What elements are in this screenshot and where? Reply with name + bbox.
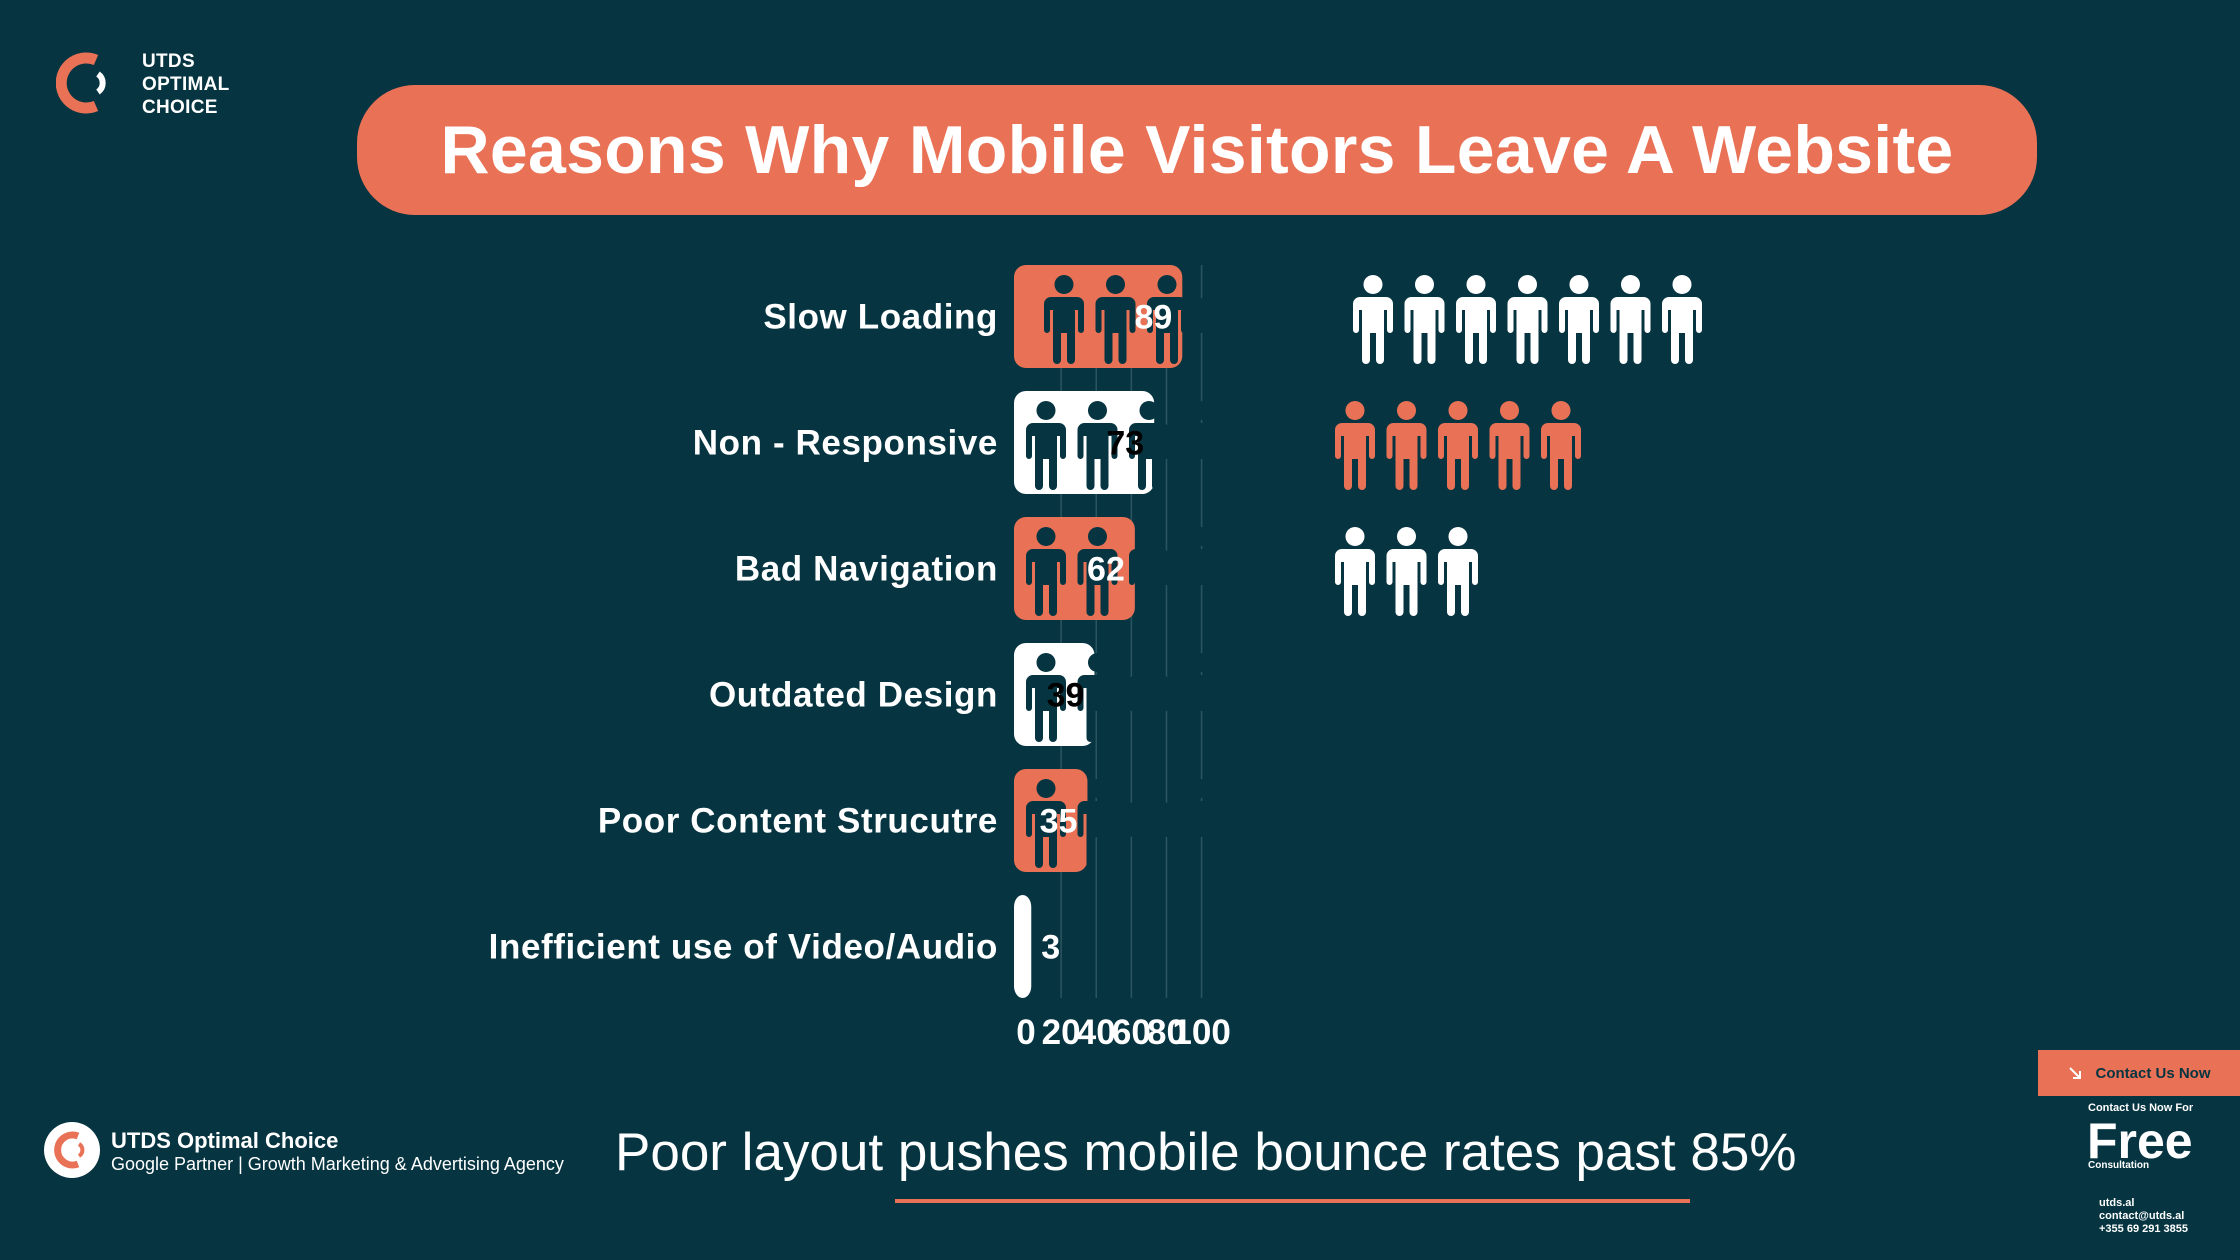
category-label: Bad Navigation [735,550,998,589]
person-icon [1077,527,1118,616]
footer-brand-name: UTDS Optimal Choice [111,1128,339,1153]
category-label: Slow Loading [763,298,998,337]
brand-logo-icon [56,52,106,114]
brand-top-text: UTDS OPTIMAL CHOICE [142,50,230,119]
category-label: Non - Responsive [693,424,998,463]
person-icon [1026,779,1066,868]
person-icon [1489,401,1530,490]
person-icon [1386,401,1427,490]
person-icon [1026,401,1066,490]
x-tick-label: 40 [1077,1013,1116,1052]
person-icon [1559,275,1599,364]
person-icon [1438,401,1478,490]
footer-brand-description: Google Partner | Growth Marketing & Adve… [111,1154,564,1174]
person-icon [1353,275,1393,364]
data-label: 3 [1041,929,1060,967]
data-label: 89 [1134,299,1172,337]
contact-email[interactable]: contact@utds.al [2099,1210,2185,1222]
contact-small-label: Contact Us Now For [2088,1102,2194,1114]
person-icon [1232,653,1272,742]
person-icon [1026,653,1066,742]
person-icon [1077,653,1118,742]
person-icon [1180,653,1221,742]
person-icon [1077,401,1118,490]
person-icon [1077,779,1118,868]
x-tick-label: 0 [1016,1013,1035,1052]
x-tick-label: 60 [1112,1013,1151,1052]
person-icon [1662,275,1702,364]
tagline: Poor layout pushes mobile bounce rates p… [615,1123,1797,1182]
brand-top-line: UTDS [142,51,195,72]
brand-top-line: OPTIMAL [142,74,230,95]
bar [1014,895,1032,998]
person-icon [1250,275,1290,364]
category-label: Inefficient use of Video/Audio [489,928,998,967]
person-icon [1232,401,1272,490]
person-icon [1301,275,1342,364]
chart-title-banner: Reasons Why Mobile Visitors Leave A Webs… [357,85,2037,215]
contact-us-button[interactable]: Contact Us Now [2038,1050,2240,1096]
person-icon [1095,275,1136,364]
tagline-underline [895,1199,1690,1203]
contact-website[interactable]: utds.al [2099,1197,2135,1209]
person-icon [1180,527,1221,616]
person-icon [1386,527,1427,616]
consultation-label: Consultation [2088,1160,2150,1171]
person-icon [1129,527,1169,616]
person-icon [1283,401,1324,490]
person-icon [1129,401,1169,490]
data-label: 35 [1040,803,1078,841]
person-icon [1147,275,1187,364]
person-icon [1232,527,1272,616]
data-label: 39 [1047,677,1085,715]
x-tick-label: 100 [1172,1013,1230,1052]
contact-phone[interactable]: +355 69 291 3855 [2099,1223,2189,1235]
x-tick-label: 80 [1147,1013,1186,1052]
person-icon [1335,527,1375,616]
category-label: Outdated Design [709,676,998,715]
footer-logo-icon [44,1122,100,1178]
person-icon [1026,527,1066,616]
person-icon [1456,275,1496,364]
person-icon [1198,275,1239,364]
person-icon [1129,653,1169,742]
data-label: 62 [1087,551,1125,589]
category-label: Poor Content Strucutre [598,802,998,841]
free-label: Free [2087,1113,2193,1169]
contact-us-button-label: Contact Us Now [2095,1064,2211,1082]
person-icon [1610,275,1651,364]
data-label: 73 [1106,425,1144,463]
person-icon [1438,527,1478,616]
person-icon [1129,779,1169,868]
person-icon [1541,401,1581,490]
person-icon [1404,275,1445,364]
person-icon [1507,275,1548,364]
chart-title: Reasons Why Mobile Visitors Leave A Webs… [440,112,1954,188]
person-icon [1283,527,1324,616]
person-icon [1044,275,1084,364]
person-icon [1180,401,1221,490]
x-tick-label: 20 [1042,1013,1081,1052]
arrow-down-right-icon [2069,1067,2082,1079]
brand-top-line: CHOICE [142,97,218,118]
person-icon [1180,779,1221,868]
person-icon [1335,401,1375,490]
